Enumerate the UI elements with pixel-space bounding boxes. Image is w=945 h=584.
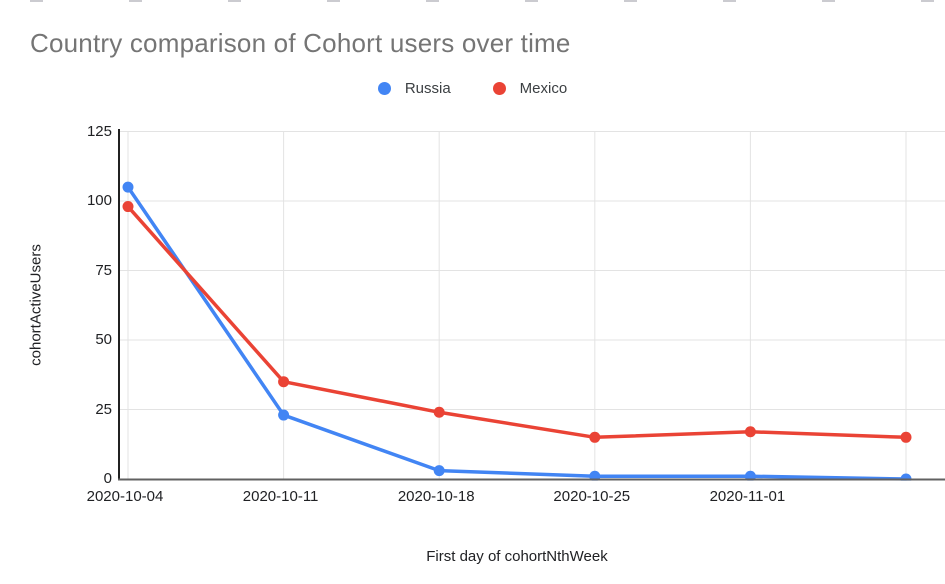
chart-title: Country comparison of Cohort users over … [30,28,571,58]
series-line-mexico [126,204,908,440]
cropped-content-remnant [30,0,945,2]
legend-dot-russia [377,81,391,95]
y-tick-label-25: 25 [95,400,112,418]
data-point-russia-4 [744,470,756,481]
series-line-russia [126,185,908,481]
y-tick-label-100: 100 [86,192,112,209]
data-point-mexico-4 [744,426,756,438]
legend-dot-mexico [492,81,506,95]
data-point-mexico-5 [900,431,912,443]
data-point-russia-0 [122,181,134,193]
x-tick-label-3: 2020-10-25 [553,488,631,505]
data-point-russia-3 [589,470,601,481]
y-tick-label-125: 125 [86,122,112,140]
x-tick-label-4: 2020-11-01 [709,488,786,505]
y-tick-label-75: 75 [95,261,112,279]
data-point-russia-1 [278,409,290,421]
x-tick-label-2: 2020-10-18 [397,488,475,505]
data-point-mexico-0 [122,201,134,213]
x-axis-title: First day of cohortNthWeek [426,548,608,565]
chart-legend: Russia Mexico [0,77,945,99]
y-tick-label-50: 50 [95,331,112,348]
data-point-mexico-1 [278,376,290,388]
data-point-russia-2 [433,465,445,477]
data-point-mexico-3 [589,431,601,443]
x-tick-label-1: 2020-10-11 [242,488,319,505]
legend-item-russia: Russia [377,79,451,97]
x-tick-label-0: 2020-10-04 [86,488,164,505]
legend-label-mexico: Mexico [519,79,568,97]
legend-item-mexico: Mexico [492,79,568,97]
legend-label-russia: Russia [404,79,451,97]
y-tick-label-0: 0 [103,470,112,487]
data-point-mexico-2 [433,406,445,418]
